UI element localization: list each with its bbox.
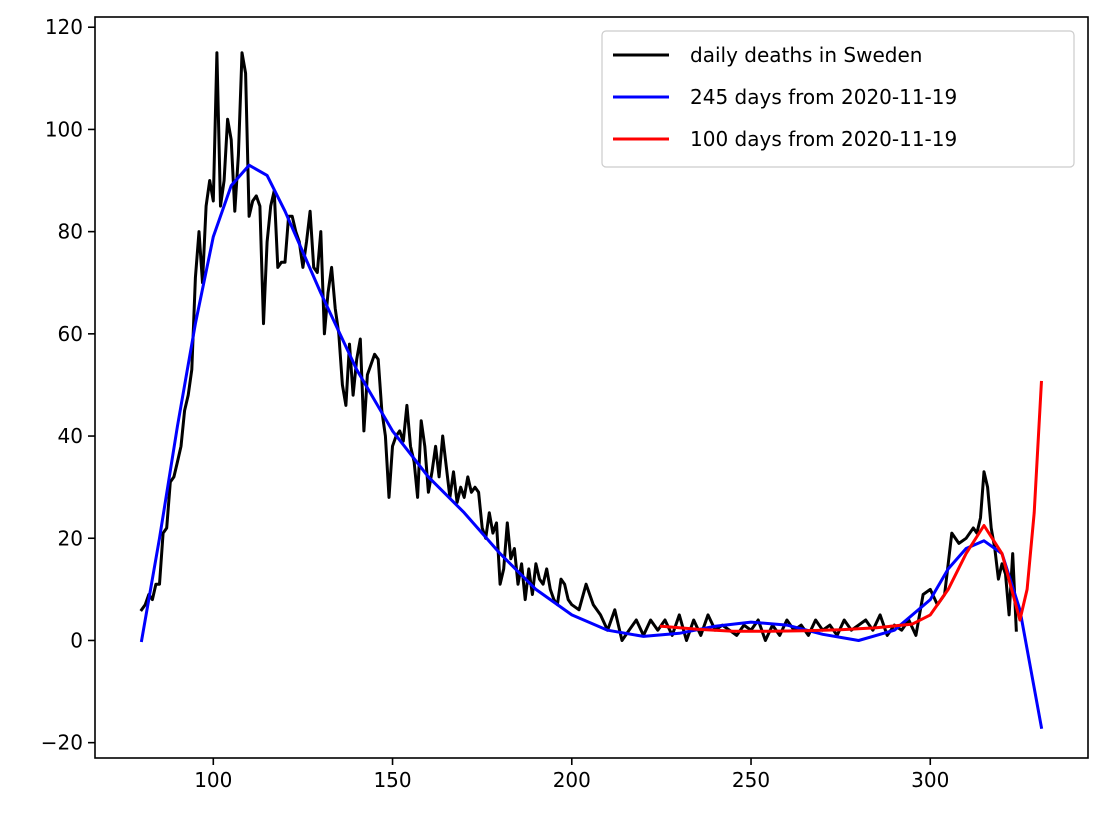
x-tick-label: 200: [553, 768, 591, 792]
x-tick-label: 100: [194, 768, 232, 792]
y-tick-label: 100: [45, 117, 83, 141]
legend: daily deaths in Sweden 245 days from 2020…: [601, 30, 1075, 168]
series-line-2: [659, 380, 1043, 633]
y-tick-label: 40: [58, 424, 83, 448]
legend-box: [601, 30, 1075, 168]
y-tick-label: 20: [58, 526, 83, 550]
legend-label: daily deaths in Sweden: [690, 43, 922, 67]
x-tick-label: 150: [373, 768, 411, 792]
y-tick-label: 0: [70, 628, 83, 652]
series-line-1: [139, 163, 1044, 730]
x-tick-label: 250: [732, 768, 770, 792]
y-tick-label: 60: [58, 322, 83, 346]
y-tick-label: 120: [45, 15, 83, 39]
legend-label: 100 days from 2020-11-19: [690, 127, 957, 151]
ticks-layer: 100 150 200 250 300 −20 0 20 40 60 80 100 120: [41, 15, 950, 792]
series-layer: [139, 51, 1044, 730]
series-line-0: [139, 51, 1018, 642]
legend-label: 245 days from 2020-11-19: [690, 85, 957, 109]
x-tick-label: 300: [911, 768, 949, 792]
y-tick-label: −20: [41, 731, 83, 755]
axes-frame: [94, 16, 1089, 759]
y-tick-label: 80: [58, 220, 83, 244]
